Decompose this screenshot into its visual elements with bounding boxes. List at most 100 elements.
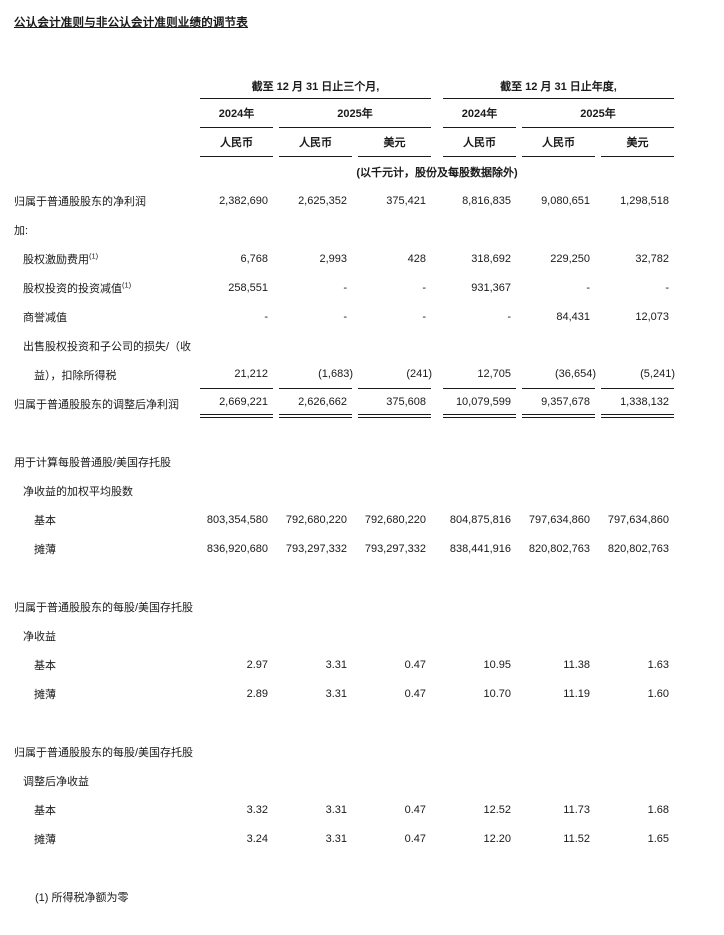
row-label: 基本 [14,505,194,534]
value-text: 3.31 [325,803,347,816]
value-cell [279,737,352,766]
value-cell: (1,683) [279,360,353,389]
value-text: 792,680,220 [285,513,347,526]
row-label: 用于计算每股普通股/美国存托股 [14,447,194,476]
value-cell: 0.47 [358,795,431,824]
value-text: 9,080,651 [541,194,590,207]
value-text: 1.65 [647,832,669,845]
value-cell: 0.47 [358,650,431,679]
value-cell: 1.60 [601,679,674,708]
row-label-text: 摊薄 [34,833,56,846]
value-cell [200,447,273,476]
value-text: 3.31 [325,658,347,671]
table-row: 加: [14,215,674,244]
row-label: 净收益 [14,621,194,650]
row-label-text: 摊薄 [34,688,56,701]
value-cell [358,621,431,650]
row-label-text: 基本 [34,804,56,817]
value-cell [358,215,431,244]
row-label: 净收益的加权平均股数 [14,476,194,505]
year-header-2025-year: 2025年 [522,99,674,128]
value-text: 1.68 [647,803,669,816]
currency-header: 美元 [358,128,431,157]
value-cell: 3.32 [200,795,273,824]
value-text: 820,802,763 [607,542,669,555]
value-text: - [586,281,590,294]
period-header-row: 截至 12 月 31 日止三个月, 截至 12 月 31 日止年度, [14,77,674,99]
value-cell: 11.38 [522,650,595,679]
value-cell [200,331,273,360]
value-text: (5,241) [640,368,675,380]
value-text: 836,920,680 [206,542,268,555]
row-label-text: 益），扣除所得税 [34,369,117,382]
table-row: 归属于普通股股东的每股/美国存托股 [14,737,674,766]
value-cell [443,766,516,795]
value-cell [601,447,674,476]
value-cell: (36,654) [522,360,596,389]
value-text: - [422,310,426,323]
value-cell: - [279,273,352,302]
value-cell [358,331,431,360]
table-row: 出售股权投资和子公司的损失/（收 [14,331,674,360]
value-cell [200,476,273,505]
table-row: 基本 2.97 3.31 0.47 10.95 11.38 1.63 [14,650,674,679]
row-label: 股权激励费用(1) [14,244,194,273]
value-text: (1,683) [318,368,353,380]
value-cell: (5,241) [601,360,675,389]
table-row: 基本 3.32 3.31 0.47 12.52 11.73 1.68 [14,795,674,824]
table-row: 益），扣除所得税 21,212 (1,683) (241) 12,705 (36,654)… [14,360,675,389]
value-cell [601,331,674,360]
value-cell: 2,626,662 [279,389,352,418]
value-cell: 32,782 [601,244,674,273]
value-cell [279,621,352,650]
value-text: 375,608 [386,395,426,408]
value-cell [522,766,595,795]
value-cell: 931,367 [443,273,516,302]
table-row: 用于计算每股普通股/美国存托股 [14,447,674,476]
header-label-spacer [14,157,194,186]
value-cell: 792,680,220 [279,505,352,534]
value-text: 12.52 [483,803,511,816]
value-text: 84,431 [556,310,590,323]
value-cell: 12.52 [443,795,516,824]
value-text: 793,297,332 [285,542,347,555]
value-cell: 2,625,352 [279,186,352,215]
table-row: 净收益 [14,621,674,650]
value-cell: 84,431 [522,302,595,331]
currency-header: 人民币 [522,128,595,157]
value-text: 318,692 [471,252,511,265]
value-cell: 3.31 [279,650,352,679]
section-spacer [14,563,674,592]
reconciliation-table: 截至 12 月 31 日止三个月, 截至 12 月 31 日止年度, 2024年… [8,77,680,853]
value-cell [279,447,352,476]
value-cell: 258,551 [200,273,273,302]
value-cell [443,621,516,650]
table-row: 摊薄 3.24 3.31 0.47 12.20 11.52 1.65 [14,824,674,853]
value-text: 258,551 [228,281,268,294]
value-cell: 12,705 [443,360,516,389]
value-cell: 803,354,580 [200,505,273,534]
value-text: 3.31 [325,832,347,845]
value-text: 0.47 [404,687,426,700]
value-cell [522,592,595,621]
value-text: 11.52 [563,832,590,845]
value-cell: 1.65 [601,824,674,853]
row-label-text: 用于计算每股普通股/美国存托股 [14,456,172,469]
value-cell [601,737,674,766]
currency-header: 人民币 [279,128,352,157]
value-cell [279,592,352,621]
value-text: 2,993 [319,252,347,265]
row-label: 加: [14,215,194,244]
value-text: 793,297,332 [364,542,426,555]
value-cell [443,737,516,766]
row-label: 出售股权投资和子公司的损失/（收 [14,331,194,360]
value-cell [358,476,431,505]
value-cell: 0.47 [358,679,431,708]
currency-header: 人民币 [443,128,516,157]
value-cell: 11.52 [522,824,595,853]
table-row: 摊薄 836,920,680 793,297,332 793,297,332 838,4… [14,534,674,563]
value-text: 931,367 [471,281,511,294]
value-cell [200,737,273,766]
table-row: 摊薄 2.89 3.31 0.47 10.70 11.19 1.60 [14,679,674,708]
